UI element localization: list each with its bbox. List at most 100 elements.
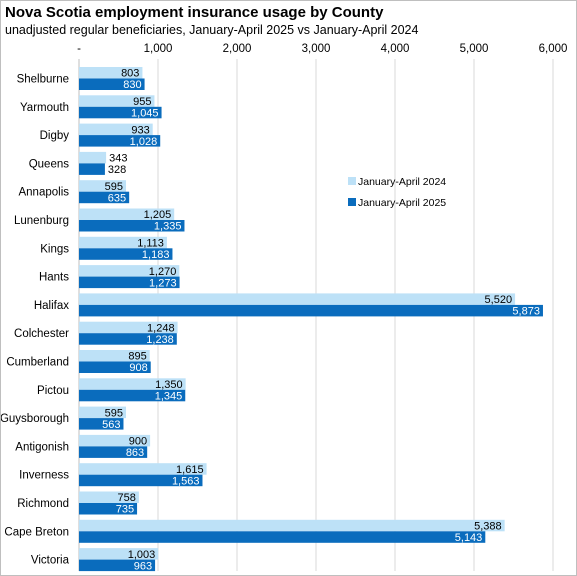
chart-title: Nova Scotia employment insurance usage b… <box>5 4 384 21</box>
category-label: Inverness <box>19 470 69 482</box>
legend-label: January-April 2024 <box>358 176 446 188</box>
bar-2024 <box>79 434 151 447</box>
bar-2024 <box>79 236 167 249</box>
category-label: Kings <box>40 243 69 255</box>
data-label: 1,028 <box>130 136 158 148</box>
legend-swatch <box>348 177 356 185</box>
data-label: 1,345 <box>155 391 183 403</box>
x-tick-label: 2,000 <box>223 43 252 55</box>
bar-2025 <box>79 78 145 90</box>
data-label: 1,045 <box>131 108 159 120</box>
bar-2024 <box>79 293 516 305</box>
data-label: 1,563 <box>172 475 200 487</box>
data-label: 5,388 <box>474 521 502 533</box>
bar-2025 <box>79 333 177 345</box>
data-label: 635 <box>108 192 126 204</box>
legend-label: January-April 2025 <box>358 197 446 209</box>
category-label: Antigonish <box>15 441 69 453</box>
bar-2025 <box>79 304 543 317</box>
category-label: Lunenburg <box>14 215 69 227</box>
data-label: 963 <box>134 560 152 572</box>
data-label: 343 <box>109 153 127 165</box>
data-label: 328 <box>108 164 126 176</box>
bar-2025 <box>79 446 148 458</box>
bar-2024 <box>79 378 186 390</box>
bar-2024 <box>79 406 127 419</box>
bar-2025 <box>79 276 180 289</box>
bar-2024 <box>79 463 207 475</box>
category-label: Halifax <box>34 300 69 312</box>
bar-2024 <box>79 265 180 277</box>
legend-swatch <box>348 198 356 206</box>
bar-2025 <box>79 191 130 204</box>
data-label: 933 <box>131 124 149 136</box>
chart-subtitle: unadjusted regular beneficiaries, Januar… <box>5 23 419 37</box>
bar-2025 <box>79 220 185 232</box>
bar-2025 <box>79 163 105 175</box>
category-label: Queens <box>29 158 70 170</box>
bar-2025 <box>79 418 124 430</box>
data-label: 1,270 <box>149 266 177 278</box>
category-label: Cumberland <box>6 357 69 369</box>
bar-2025 <box>79 135 161 147</box>
data-label: 830 <box>123 79 141 91</box>
x-tick-label: 6,000 <box>539 43 568 55</box>
data-label: 895 <box>128 351 146 363</box>
bar-2024 <box>79 519 505 532</box>
category-label: Yarmouth <box>20 102 69 114</box>
data-label: 803 <box>121 68 139 80</box>
data-label: 5,520 <box>485 294 513 306</box>
bar-2025 <box>79 106 162 119</box>
data-label: 1,248 <box>147 322 175 334</box>
bar-2024 <box>79 350 150 362</box>
bar-2025 <box>79 503 138 515</box>
data-label: 1,183 <box>142 249 170 261</box>
data-label: 1,238 <box>146 334 174 346</box>
x-tick-label: 3,000 <box>302 43 331 55</box>
category-label: Richmond <box>17 498 69 510</box>
data-label: 1,113 <box>137 238 164 250</box>
bar-2024 <box>79 123 153 136</box>
x-tick-label: 1,000 <box>144 43 173 55</box>
data-label: 563 <box>102 419 120 431</box>
category-label: Digby <box>40 130 70 142</box>
bar-2024 <box>79 548 159 560</box>
data-label: 1,205 <box>144 209 172 221</box>
bar-2025 <box>79 559 156 572</box>
data-label: 5,873 <box>512 306 540 318</box>
data-label: 908 <box>129 362 147 374</box>
bar-2024 <box>79 180 127 192</box>
category-label: Shelburne <box>17 74 69 86</box>
data-label: 900 <box>129 436 147 448</box>
data-label: 955 <box>133 96 151 108</box>
bar-2024 <box>79 321 178 334</box>
data-label: 1,350 <box>155 379 183 391</box>
category-label: Cape Breton <box>4 526 69 538</box>
x-tick-label: - <box>77 43 81 55</box>
x-tick-label: 5,000 <box>460 43 489 55</box>
data-label: 5,143 <box>455 532 483 544</box>
data-label: 758 <box>118 492 136 504</box>
bar-2024 <box>79 151 107 164</box>
data-label: 1,335 <box>154 221 182 233</box>
x-tick-label: 4,000 <box>381 43 410 55</box>
data-label: 735 <box>116 504 134 516</box>
category-label: Colchester <box>14 328 69 340</box>
data-label: 1,003 <box>128 549 156 561</box>
bar-2024 <box>79 208 175 220</box>
category-label: Annapolis <box>18 187 69 199</box>
data-label: 595 <box>105 407 123 419</box>
bar-2025 <box>79 531 486 543</box>
category-label: Victoria <box>31 555 70 567</box>
category-label: Pictou <box>37 385 69 397</box>
bar-2024 <box>79 95 155 107</box>
bar-2024 <box>79 67 143 79</box>
bar-2025 <box>79 389 186 402</box>
bar-2025 <box>79 474 203 487</box>
data-label: 595 <box>105 181 123 193</box>
bar-2025 <box>79 361 151 373</box>
data-label: 863 <box>126 447 144 459</box>
bar-2025 <box>79 248 173 260</box>
category-label: Hants <box>39 272 69 284</box>
